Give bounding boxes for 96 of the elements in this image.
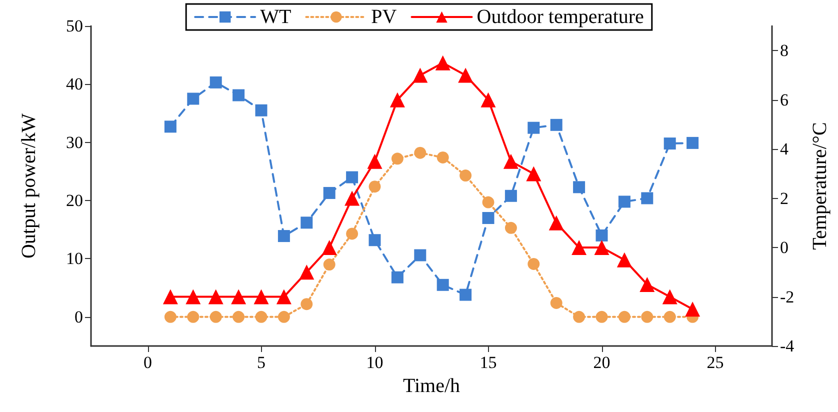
- y2-tick-label: 2: [780, 188, 788, 208]
- point: [573, 310, 586, 323]
- y2-axis-title: Temperature/°C: [809, 122, 831, 250]
- point: [594, 240, 610, 256]
- point: [460, 288, 472, 301]
- y-tick-label: 40: [66, 74, 83, 94]
- point: [208, 289, 224, 304]
- point: [618, 196, 630, 208]
- x-axis-title: Time/h: [402, 375, 460, 397]
- point: [616, 252, 632, 268]
- point: [391, 271, 404, 284]
- point: [187, 92, 200, 105]
- point: [164, 310, 176, 323]
- point: [300, 298, 313, 310]
- point: [254, 289, 269, 304]
- legend-label: WT: [260, 6, 292, 28]
- x-tick-label: 10: [366, 353, 384, 372]
- point: [550, 118, 562, 131]
- y2-tick-label: -2: [780, 287, 794, 306]
- y-tick-label: 0: [74, 307, 83, 326]
- point: [572, 240, 587, 256]
- point: [187, 310, 200, 323]
- point: [323, 186, 336, 199]
- point: [460, 170, 472, 182]
- y-tick-label: 30: [66, 132, 83, 152]
- x-tick-label: 5: [257, 353, 266, 372]
- x-tick-label: 15: [480, 353, 497, 372]
- y2-tick-label: 6: [780, 90, 788, 110]
- x-tick-label: 0: [144, 353, 152, 372]
- point: [548, 215, 564, 230]
- y2-tick-label: 8: [780, 41, 788, 60]
- point: [367, 154, 382, 169]
- point: [528, 258, 540, 270]
- point: [323, 258, 336, 271]
- point: [436, 278, 449, 291]
- point: [232, 89, 245, 102]
- point: [346, 228, 358, 240]
- point: [255, 310, 268, 323]
- point: [322, 240, 337, 256]
- point: [299, 264, 314, 280]
- point: [526, 166, 542, 182]
- point: [573, 181, 586, 194]
- y2-tick-label: 0: [780, 238, 788, 258]
- point: [210, 76, 222, 88]
- point: [640, 276, 655, 292]
- point: [435, 55, 450, 70]
- y-tick-label: 50: [66, 16, 83, 36]
- point: [162, 289, 178, 304]
- y-tick-label: 10: [66, 249, 83, 268]
- y-tick-label: 20: [66, 191, 83, 210]
- point: [641, 310, 654, 323]
- legend-label: Outdoor temperature: [476, 6, 644, 28]
- point: [504, 222, 517, 234]
- point: [368, 180, 381, 193]
- point: [414, 249, 426, 262]
- y-axis-title: Output power/kW: [18, 113, 40, 258]
- point: [278, 310, 290, 323]
- point: [344, 190, 360, 206]
- point: [164, 120, 176, 133]
- point: [664, 138, 676, 150]
- point: [641, 192, 654, 204]
- y2-tick-label: -4: [780, 336, 795, 356]
- point: [186, 289, 201, 304]
- y2-tick-label: 4: [780, 140, 789, 159]
- point: [391, 152, 404, 165]
- point: [346, 171, 358, 184]
- point: [596, 310, 608, 323]
- point: [278, 230, 290, 242]
- point: [550, 296, 562, 309]
- point: [412, 68, 428, 83]
- point: [458, 68, 474, 83]
- point: [664, 310, 676, 323]
- legend-label: PV: [371, 6, 398, 28]
- point: [390, 92, 405, 108]
- point: [596, 229, 608, 242]
- point: [300, 216, 313, 229]
- point: [482, 196, 494, 208]
- point: [210, 310, 222, 323]
- point: [436, 151, 449, 164]
- point: [503, 154, 518, 169]
- point: [255, 104, 268, 116]
- point: [662, 289, 678, 304]
- point: [231, 289, 246, 304]
- x-tick-label: 20: [593, 353, 610, 372]
- point: [685, 302, 700, 317]
- point: [368, 234, 381, 246]
- point: [528, 122, 540, 134]
- point: [414, 146, 426, 159]
- point: [504, 190, 517, 202]
- x-tick-label: 25: [706, 353, 724, 372]
- point: [276, 289, 292, 304]
- point: [232, 310, 245, 323]
- point: [686, 136, 699, 149]
- point: [480, 92, 496, 108]
- point: [482, 212, 494, 224]
- point: [618, 310, 630, 323]
